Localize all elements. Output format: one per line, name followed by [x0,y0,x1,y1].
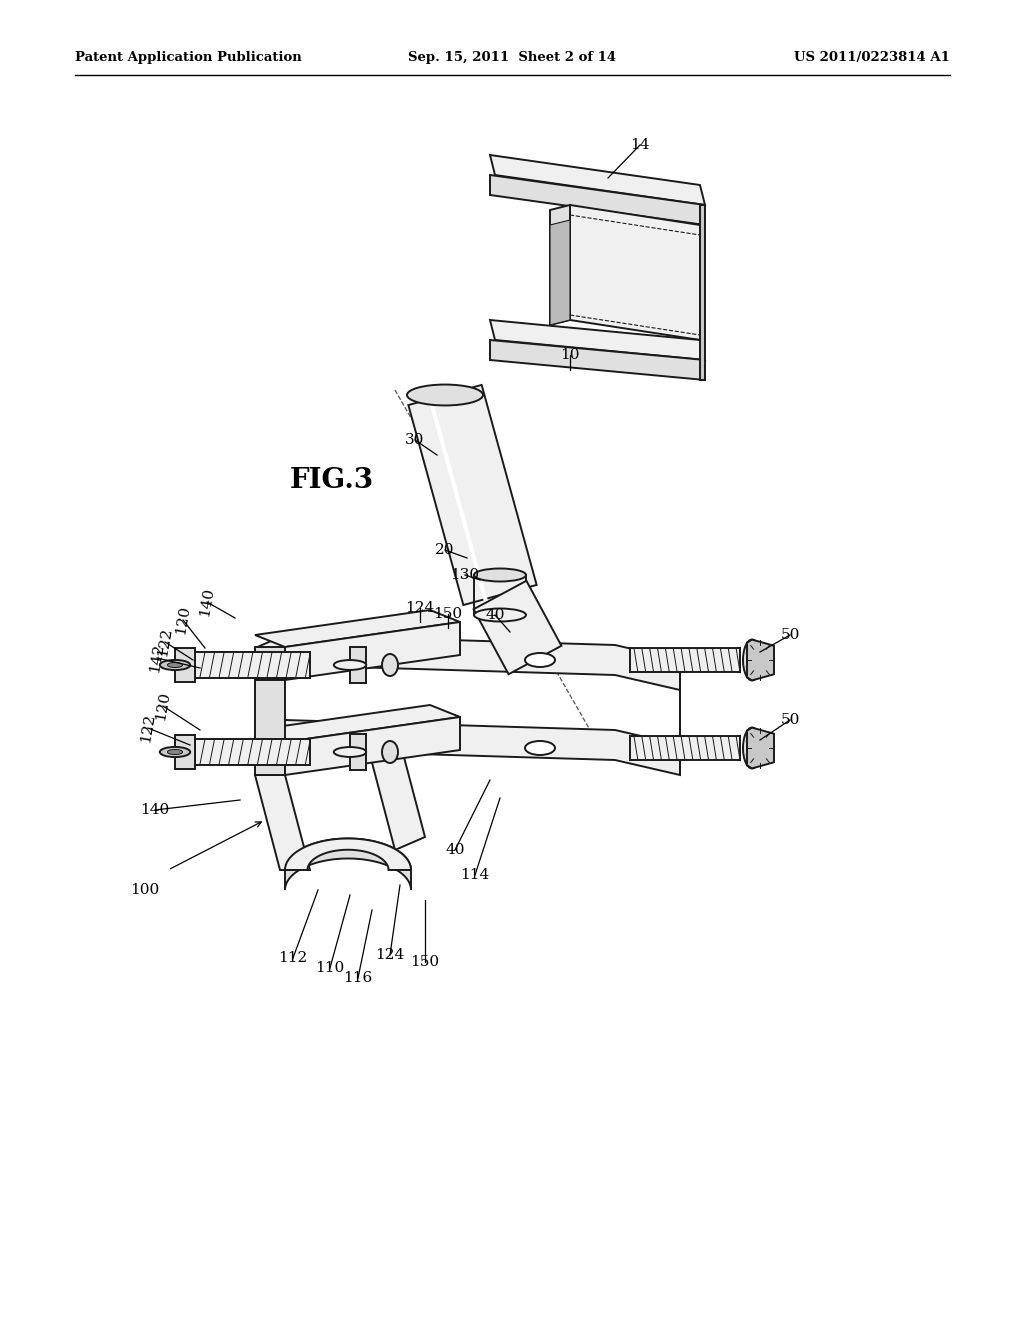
Text: 122: 122 [156,627,174,657]
Polygon shape [490,154,705,205]
Polygon shape [255,775,310,870]
Polygon shape [490,341,705,380]
Polygon shape [255,610,460,647]
Ellipse shape [160,747,190,758]
Text: 122: 122 [138,713,158,743]
Text: 14: 14 [630,139,650,152]
Text: 150: 150 [411,954,439,969]
Polygon shape [490,319,705,360]
Polygon shape [473,581,561,675]
Polygon shape [285,838,411,890]
Polygon shape [550,205,570,325]
Text: 140: 140 [140,803,170,817]
Text: 40: 40 [445,843,465,857]
Polygon shape [700,205,705,380]
Text: 100: 100 [130,883,160,898]
Polygon shape [630,737,740,760]
Polygon shape [746,640,774,680]
Text: 130: 130 [451,568,479,582]
Polygon shape [630,648,740,672]
Text: 124: 124 [376,948,404,962]
Text: 150: 150 [433,607,463,620]
Polygon shape [746,727,774,768]
Text: FIG.3: FIG.3 [290,466,374,494]
Text: 116: 116 [343,972,373,985]
Polygon shape [255,719,680,775]
Text: 50: 50 [780,713,800,727]
Text: 110: 110 [315,961,345,975]
Text: 40: 40 [485,609,505,622]
Polygon shape [370,742,425,850]
Ellipse shape [743,640,761,680]
Polygon shape [255,647,285,680]
Text: 120: 120 [154,690,172,722]
Ellipse shape [167,750,182,755]
Ellipse shape [474,609,526,622]
Text: US 2011/0223814 A1: US 2011/0223814 A1 [795,51,950,65]
Ellipse shape [743,727,761,768]
Polygon shape [255,680,285,742]
Ellipse shape [474,569,526,582]
Polygon shape [474,576,526,615]
Polygon shape [255,742,285,775]
Polygon shape [195,652,310,678]
Polygon shape [350,647,366,682]
Ellipse shape [382,741,398,763]
Polygon shape [285,838,411,870]
Polygon shape [409,385,537,605]
Polygon shape [195,739,310,766]
Ellipse shape [167,663,182,668]
Text: 50: 50 [780,628,800,642]
Polygon shape [490,176,705,224]
Text: 140: 140 [198,586,216,618]
Text: 124: 124 [406,601,434,615]
Text: 120: 120 [173,605,193,636]
Polygon shape [255,635,680,690]
Ellipse shape [382,653,398,676]
Polygon shape [285,717,460,775]
Text: Patent Application Publication: Patent Application Publication [75,51,302,65]
Polygon shape [350,734,366,770]
Ellipse shape [525,653,555,667]
Text: Sep. 15, 2011  Sheet 2 of 14: Sep. 15, 2011 Sheet 2 of 14 [408,51,616,65]
Ellipse shape [525,741,555,755]
Text: 30: 30 [406,433,425,447]
Text: 112: 112 [279,950,307,965]
Ellipse shape [334,660,367,671]
Polygon shape [285,622,460,680]
Text: 20: 20 [435,543,455,557]
Text: 142: 142 [147,643,167,673]
Polygon shape [175,735,195,768]
Ellipse shape [160,660,190,671]
Polygon shape [175,648,195,682]
Ellipse shape [334,747,367,756]
Ellipse shape [407,384,483,405]
Text: 10: 10 [560,348,580,362]
Text: 114: 114 [461,869,489,882]
Polygon shape [550,220,570,325]
Polygon shape [570,205,700,341]
Polygon shape [255,705,460,742]
